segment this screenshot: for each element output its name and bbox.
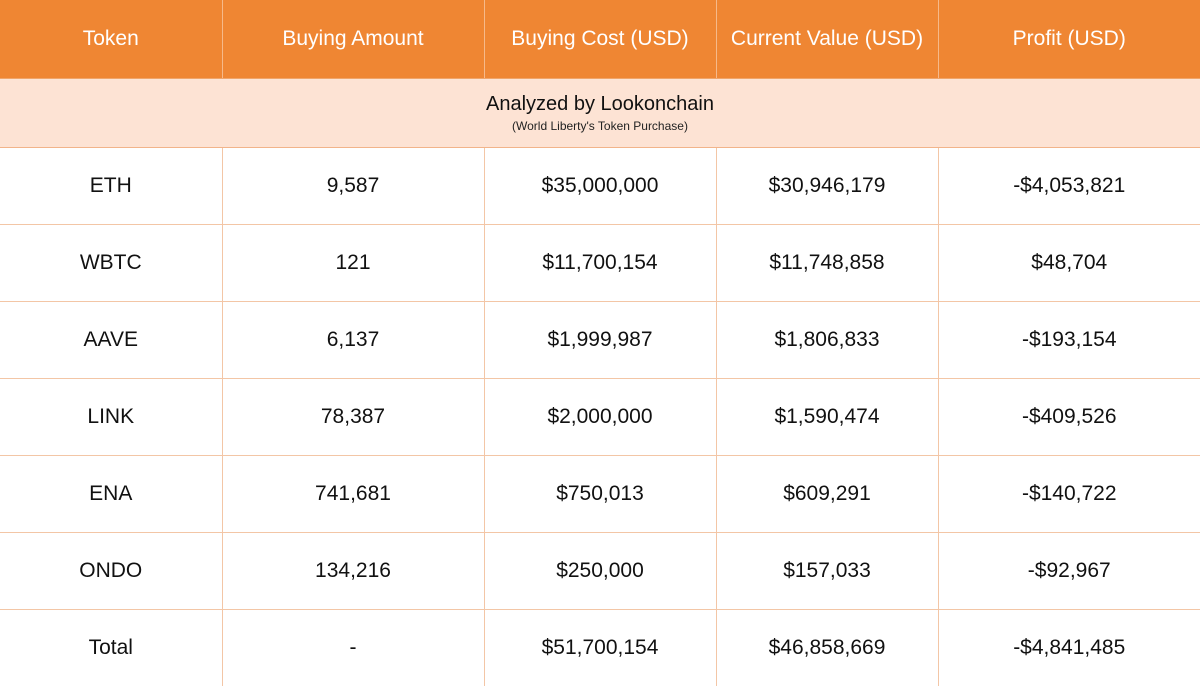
table-row-total: Total-$51,700,154$46,858,669-$4,841,485 <box>0 610 1200 686</box>
header-current-value: Current Value (USD) <box>716 0 938 79</box>
cell-profit: $48,704 <box>938 225 1200 302</box>
cell-buying-amount: 741,681 <box>222 456 484 533</box>
cell-buying-cost: $51,700,154 <box>484 610 716 686</box>
cell-current-value: $1,806,833 <box>716 302 938 379</box>
subheader-note: (World Liberty's Token Purchase) <box>0 117 1200 135</box>
cell-buying-amount: 134,216 <box>222 533 484 610</box>
cell-profit: -$193,154 <box>938 302 1200 379</box>
cell-token: ENA <box>0 456 222 533</box>
cell-current-value: $46,858,669 <box>716 610 938 686</box>
subheader-row: Analyzed by Lookonchain (World Liberty's… <box>0 79 1200 148</box>
cell-buying-amount: - <box>222 610 484 686</box>
cell-buying-amount: 6,137 <box>222 302 484 379</box>
cell-token: WBTC <box>0 225 222 302</box>
cell-profit: -$409,526 <box>938 379 1200 456</box>
cell-buying-cost: $1,999,987 <box>484 302 716 379</box>
cell-buying-amount: 9,587 <box>222 148 484 225</box>
header-buying-amount: Buying Amount <box>222 0 484 79</box>
cell-profit: -$4,841,485 <box>938 610 1200 686</box>
cell-profit: -$140,722 <box>938 456 1200 533</box>
cell-buying-cost: $35,000,000 <box>484 148 716 225</box>
cell-token: ETH <box>0 148 222 225</box>
cell-buying-cost: $250,000 <box>484 533 716 610</box>
subheader-title: Analyzed by Lookonchain <box>0 91 1200 117</box>
cell-buying-amount: 78,387 <box>222 379 484 456</box>
cell-current-value: $609,291 <box>716 456 938 533</box>
cell-buying-amount: 121 <box>222 225 484 302</box>
cell-token: ONDO <box>0 533 222 610</box>
table-header-row: Token Buying Amount Buying Cost (USD) Cu… <box>0 0 1200 79</box>
header-buying-cost: Buying Cost (USD) <box>484 0 716 79</box>
cell-current-value: $1,590,474 <box>716 379 938 456</box>
cell-token: LINK <box>0 379 222 456</box>
header-profit: Profit (USD) <box>938 0 1200 79</box>
header-token: Token <box>0 0 222 79</box>
cell-buying-cost: $11,700,154 <box>484 225 716 302</box>
cell-current-value: $30,946,179 <box>716 148 938 225</box>
cell-profit: -$4,053,821 <box>938 148 1200 225</box>
cell-current-value: $11,748,858 <box>716 225 938 302</box>
cell-token: Total <box>0 610 222 686</box>
subheader-cell: Analyzed by Lookonchain (World Liberty's… <box>0 79 1200 148</box>
cell-token: AAVE <box>0 302 222 379</box>
cell-buying-cost: $2,000,000 <box>484 379 716 456</box>
cell-profit: -$92,967 <box>938 533 1200 610</box>
cell-buying-cost: $750,013 <box>484 456 716 533</box>
cell-current-value: $157,033 <box>716 533 938 610</box>
